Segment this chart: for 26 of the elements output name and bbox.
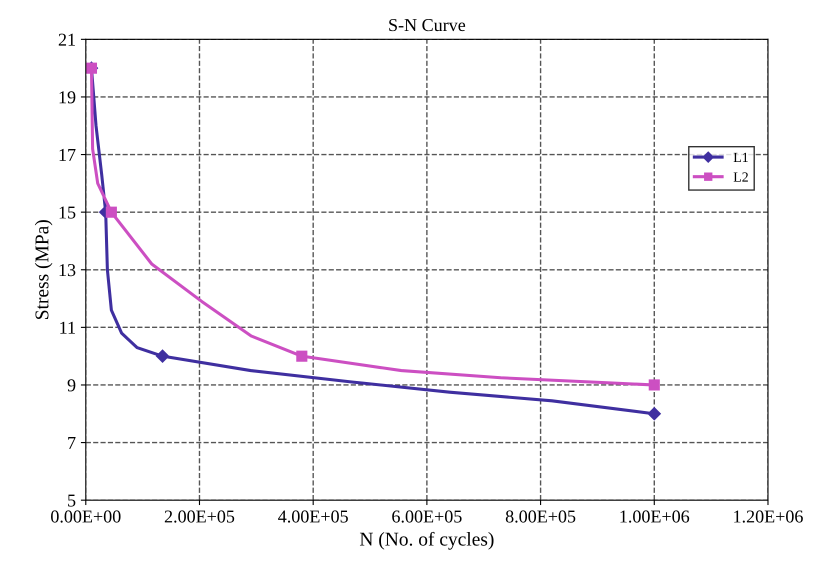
y-tick-label: 11: [60, 322, 75, 334]
x-tick-label: 1.20E+06: [734, 510, 803, 523]
x-axis-title: N (No. of cycles): [360, 532, 494, 550]
point: [648, 379, 660, 391]
y-tick-label: 19: [60, 91, 76, 104]
x-tick-label: 4.00E+05: [278, 510, 348, 523]
legend-label: L1: [734, 152, 748, 162]
x-tick-label: 2.00E+05: [164, 510, 234, 523]
point: [648, 407, 661, 420]
y-tick-label: 5: [68, 494, 76, 507]
y-tick-label: 9: [68, 379, 76, 392]
point: [296, 350, 308, 362]
chart-title: S-N Curve: [389, 19, 466, 32]
x-tick-label: 0.00E+00: [51, 510, 121, 523]
y-tick-label: 17: [60, 148, 76, 161]
y-tick-label: 21: [58, 34, 75, 46]
legend-label: L2: [734, 172, 748, 182]
point: [106, 206, 117, 218]
point: [156, 350, 170, 363]
x-tick-label: 1.00E+06: [620, 510, 690, 523]
y-tick-label: 15: [60, 206, 76, 219]
y-tick-label: 13: [60, 264, 76, 276]
x-tick-label: 6.00E+05: [392, 510, 462, 523]
y-axis-title: Stress (MPa): [34, 220, 52, 319]
y-tick-label: 7: [68, 437, 76, 449]
x-tick-label: 8.00E+05: [506, 510, 576, 523]
